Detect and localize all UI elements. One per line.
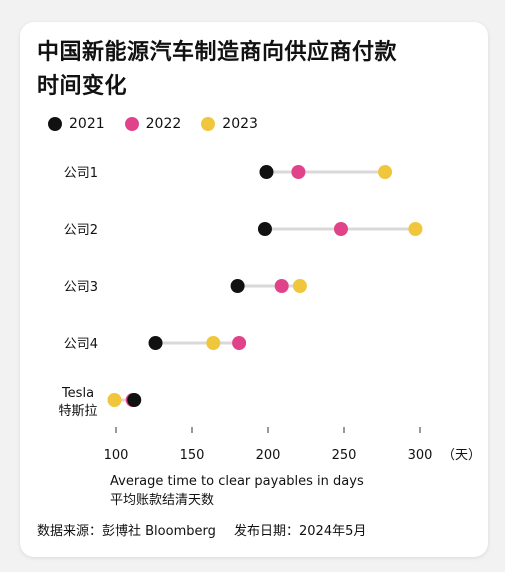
dot-2023-row-2 xyxy=(408,222,423,236)
legend-item-2022: 2022 xyxy=(124,116,182,132)
x-tick-label-200: 200 xyxy=(256,448,281,463)
x-tick-label-150: 150 xyxy=(180,448,205,463)
x-axis-label-cn: 平均账款结清天数 xyxy=(110,493,215,508)
legend-label-2021: 2021 xyxy=(69,116,105,132)
legend-item-2023: 2023 xyxy=(201,116,258,132)
category-label-4: 公司4 xyxy=(64,337,98,352)
category-label-5: Tesla xyxy=(61,386,94,401)
published-date: 发布日期：2024年5月 xyxy=(234,524,367,539)
dot-2021-row-3 xyxy=(230,279,245,293)
dot-2023-row-5 xyxy=(107,393,122,407)
dot-2021-row-4 xyxy=(148,336,163,350)
legend-item-2021: 2021 xyxy=(48,116,105,132)
source-line: 数据来源：彭博社 Bloomberg 发布日期：2024年5月 xyxy=(37,520,380,539)
dot-2021-row-1 xyxy=(259,165,274,179)
dot-2022-row-3 xyxy=(274,279,289,293)
dot-2022-row-1 xyxy=(291,165,306,179)
chart-title: 中国新能源汽车制造商向供应商付款 时间变化 xyxy=(37,36,457,104)
category-label-3: 公司3 xyxy=(64,280,98,295)
legend-dot-2023 xyxy=(201,117,216,131)
title-line-2: 时间变化 xyxy=(37,74,128,99)
source-text: 数据来源：彭博社 Bloomberg xyxy=(37,524,216,539)
dot-2021-row-5 xyxy=(127,393,142,407)
dot-2023-row-1 xyxy=(378,165,393,179)
legend-dot-2022 xyxy=(124,117,139,131)
x-tick-label-250: 250 xyxy=(332,448,357,463)
legend-label-2023: 2023 xyxy=(222,116,258,132)
dot-2023-row-4 xyxy=(206,336,221,350)
dot-2022-row-4 xyxy=(232,336,247,350)
dot-2021-row-2 xyxy=(257,222,272,236)
x-tick-label-100: 100 xyxy=(104,448,129,463)
x-axis-label: Average time to clear payables in days xyxy=(110,474,364,489)
x-tick-label-300: 300 xyxy=(408,448,433,463)
legend-label-2022: 2022 xyxy=(145,116,182,132)
category-label-2: 公司2 xyxy=(64,223,98,238)
legend: 2021 2022 2023 xyxy=(48,116,278,132)
category-label-cn-5: 特斯拉 xyxy=(58,404,97,419)
dot-2023-row-3 xyxy=(292,279,307,293)
legend-dot-2021 xyxy=(48,117,62,131)
x-unit-label: （天） xyxy=(442,448,481,463)
title-line-1: 中国新能源汽车制造商向供应商付款 xyxy=(37,40,398,65)
category-label-1: 公司1 xyxy=(64,166,98,181)
chart-card xyxy=(20,22,488,557)
dot-2022-row-2 xyxy=(333,222,348,236)
